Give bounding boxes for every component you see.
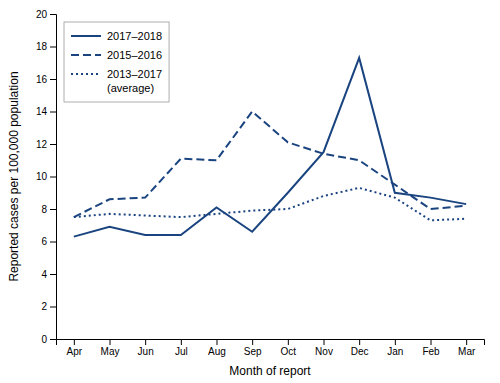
legend-swatch <box>71 35 101 37</box>
x-tick-label: Feb <box>422 346 440 357</box>
x-tick: Dec <box>351 339 369 357</box>
x-axis: Apr May Jun Jul Aug Sep Oct Nov Dec Jan Feb Mar <box>57 339 485 357</box>
legend-swatch <box>71 73 101 75</box>
x-tick-mark <box>110 339 111 345</box>
series-group <box>74 58 466 237</box>
legend-frame <box>64 22 169 102</box>
legend-label: 2013–2017(average) <box>107 68 162 94</box>
x-tick: Mar <box>458 339 476 357</box>
y-tick-mark <box>50 209 56 210</box>
x-tick-label: May <box>101 346 120 357</box>
y-tick: 10 <box>36 171 56 182</box>
x-tick-mark <box>359 339 360 345</box>
y-tick: 18 <box>36 41 56 52</box>
y-tick: 12 <box>36 139 56 150</box>
y-tick-mark <box>50 112 56 113</box>
x-tick: Nov <box>315 339 333 357</box>
series-line <box>74 112 466 218</box>
legend-entry: 2017–2018 <box>71 30 162 42</box>
y-tick: 4 <box>41 269 56 280</box>
y-axis-title: Reported cases per 100,000 population <box>7 71 21 281</box>
x-tick: May <box>101 339 120 357</box>
x-tick-mark <box>466 339 467 345</box>
series-line <box>74 58 466 237</box>
x-tick-label: Jan <box>387 346 403 357</box>
y-tick-label: 6 <box>41 236 47 247</box>
legend-entry: 2015–2016 <box>71 49 162 61</box>
x-tick-mark <box>252 339 253 345</box>
y-tick-mark <box>50 242 56 243</box>
x-tick-label: Nov <box>315 346 333 357</box>
y-tick-mark <box>50 339 56 340</box>
plot: Apr May Jun Jul Aug Sep Oct Nov Dec Jan Feb Mar 0 2 4 6… <box>7 9 485 378</box>
y-tick-label: 10 <box>36 171 48 182</box>
y-tick-label: 2 <box>41 301 47 312</box>
y-tick-mark <box>50 144 56 145</box>
x-tick-mark <box>431 339 432 345</box>
x-tick-label: Oct <box>281 346 297 357</box>
x-tick-label: Aug <box>208 346 226 357</box>
y-tick-label: 18 <box>36 41 48 52</box>
x-tick-mark <box>145 339 146 345</box>
legend-label: 2015–2016 <box>107 49 162 61</box>
y-tick-label: 4 <box>41 269 47 280</box>
x-tick-mark <box>74 339 75 345</box>
x-tick: Feb <box>422 339 440 357</box>
y-tick-label: 0 <box>41 334 47 345</box>
x-tick: Jan <box>387 339 403 357</box>
x-axis-title: Month of report <box>229 364 311 378</box>
y-tick-label: 12 <box>36 139 48 150</box>
x-tick: Sep <box>244 339 262 357</box>
x-tick: Jun <box>138 339 154 357</box>
y-tick: 2 <box>41 301 56 312</box>
y-tick-label: 14 <box>36 106 48 117</box>
series-line <box>74 188 466 221</box>
y-tick-mark <box>50 177 56 178</box>
x-tick: Jul <box>175 339 188 357</box>
x-tick-mark <box>217 339 218 345</box>
legend-entry: 2013–2017(average) <box>71 68 162 94</box>
y-tick-label: 8 <box>41 204 47 215</box>
x-tick-mark <box>181 339 182 345</box>
y-tick: 6 <box>41 236 56 247</box>
x-tick: Aug <box>208 339 226 357</box>
y-tick-label: 16 <box>36 74 48 85</box>
legend-label: 2017–2018 <box>107 30 162 42</box>
x-tick: Apr <box>67 339 83 357</box>
x-tick-label: Mar <box>458 346 476 357</box>
y-tick-mark <box>50 47 56 48</box>
x-axis-line <box>57 340 485 346</box>
y-axis: 0 2 4 6 8 10 12 14 16 18 20 <box>36 9 57 345</box>
x-tick-label: Jun <box>138 346 154 357</box>
legend: 2017–2018 2015–2016 2013–2017(average) <box>64 22 169 102</box>
y-tick-label: 20 <box>36 9 48 20</box>
x-tick-label: Jul <box>175 346 188 357</box>
y-tick-mark <box>50 274 56 275</box>
x-tick: Oct <box>281 339 297 357</box>
x-tick-label: Dec <box>351 346 369 357</box>
y-tick: 8 <box>41 204 56 215</box>
y-tick: 16 <box>36 74 56 85</box>
y-tick: 14 <box>36 106 56 117</box>
y-tick-mark <box>50 14 56 15</box>
x-tick-mark <box>288 339 289 345</box>
y-axis-line <box>50 15 57 340</box>
y-tick-mark <box>50 79 56 80</box>
x-tick-label: Apr <box>67 346 83 357</box>
y-tick: 0 <box>41 334 56 345</box>
x-tick-mark <box>395 339 396 345</box>
y-tick: 20 <box>36 9 56 20</box>
chart: Apr May Jun Jul Aug Sep Oct Nov Dec Jan Feb Mar 0 2 4 6… <box>0 0 500 383</box>
x-tick-label: Sep <box>244 346 262 357</box>
y-tick-mark <box>50 307 56 308</box>
legend-swatch <box>71 54 101 56</box>
x-tick-mark <box>324 339 325 345</box>
